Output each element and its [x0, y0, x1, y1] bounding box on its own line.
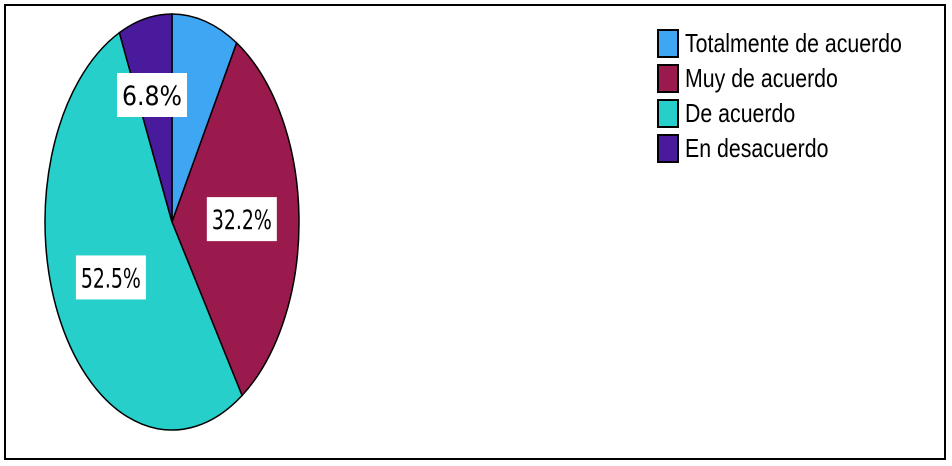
legend-label: Totalmente de acuerdo	[685, 28, 902, 58]
value-label-text: 32.2%	[212, 205, 272, 236]
legend-swatch	[657, 64, 679, 93]
legend-swatch	[657, 99, 679, 128]
value-label-text: 52.5%	[81, 263, 141, 294]
value-label-box	[117, 73, 187, 117]
pie-slice-totalmente-de-acuerdo	[171, 13, 238, 223]
legend-label: Muy de acuerdo	[685, 63, 838, 93]
legend: Totalmente de acuerdo Muy de acuerdo De ac…	[657, 28, 950, 168]
value-label-box	[206, 197, 277, 242]
legend-swatch	[657, 29, 679, 58]
pie-slices	[44, 13, 300, 431]
legend-item: Muy de acuerdo	[657, 63, 950, 94]
pie-labels: 32.2% 52.5% 6.8%	[75, 73, 277, 300]
value-label-text: 6.8%	[122, 81, 182, 112]
pie-slice-de-acuerdo	[44, 31, 243, 431]
pie-value-label: 32.2%	[206, 197, 277, 242]
pie-value-label: 6.8%	[117, 73, 187, 117]
legend-label: De acuerdo	[685, 98, 796, 128]
pie-slice-en-desacuerdo	[118, 13, 173, 223]
legend-label: En desacuerdo	[685, 133, 829, 163]
legend-item: De acuerdo	[657, 98, 950, 129]
value-label-box	[75, 255, 146, 300]
legend-item: En desacuerdo	[657, 133, 950, 164]
legend-swatch	[657, 134, 679, 163]
pie-value-label: 52.5%	[75, 255, 146, 300]
legend-item: Totalmente de acuerdo	[657, 28, 950, 59]
